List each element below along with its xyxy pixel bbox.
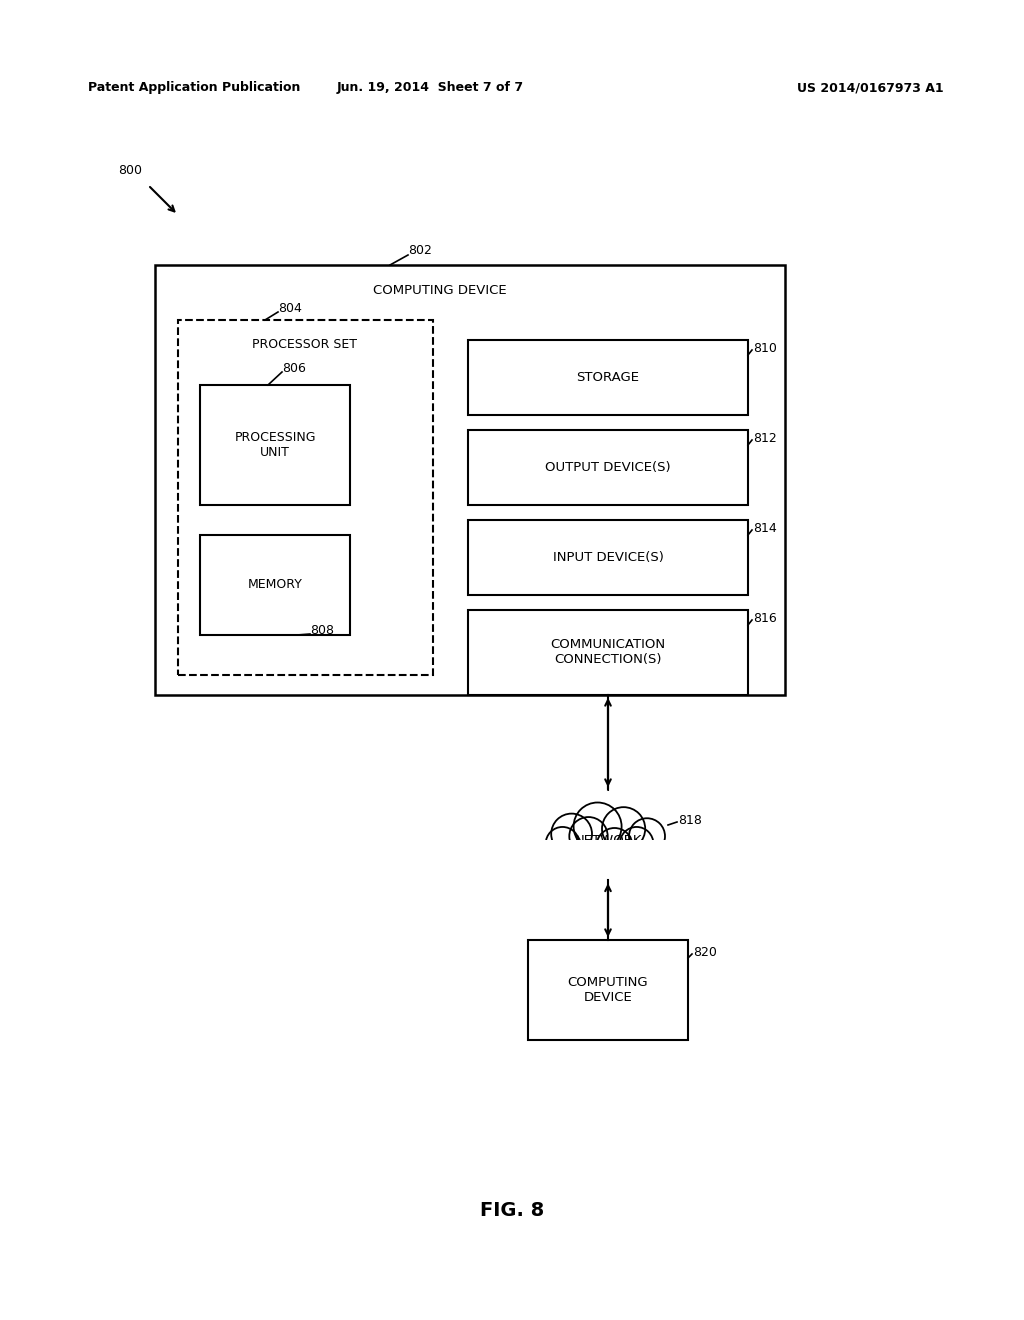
Circle shape (620, 826, 653, 861)
Circle shape (551, 813, 592, 854)
FancyBboxPatch shape (200, 535, 350, 635)
Circle shape (604, 803, 656, 854)
Circle shape (569, 817, 607, 855)
Circle shape (584, 826, 632, 874)
Text: COMPUTING
DEVICE: COMPUTING DEVICE (567, 975, 648, 1005)
Text: STORAGE: STORAGE (577, 371, 640, 384)
FancyBboxPatch shape (468, 610, 748, 696)
Text: MEMORY: MEMORY (248, 578, 302, 591)
Bar (543, 840, 673, 878)
Text: FIG. 8: FIG. 8 (480, 1200, 544, 1220)
Text: 800: 800 (118, 164, 142, 177)
Text: Patent Application Publication: Patent Application Publication (88, 82, 300, 95)
Text: PROCESSOR SET: PROCESSOR SET (253, 338, 357, 351)
FancyBboxPatch shape (178, 319, 433, 675)
Circle shape (597, 828, 633, 865)
Text: 812: 812 (753, 432, 777, 445)
FancyBboxPatch shape (468, 430, 748, 506)
Circle shape (538, 825, 578, 865)
Text: 808: 808 (310, 623, 334, 636)
Text: 810: 810 (753, 342, 777, 355)
Text: PROCESSING
UNIT: PROCESSING UNIT (234, 432, 315, 459)
Text: US 2014/0167973 A1: US 2014/0167973 A1 (797, 82, 943, 95)
Circle shape (573, 803, 622, 850)
FancyBboxPatch shape (528, 940, 688, 1040)
Text: OUTPUT DEVICE(S): OUTPUT DEVICE(S) (545, 461, 671, 474)
FancyBboxPatch shape (155, 265, 785, 696)
Text: COMPUTING DEVICE: COMPUTING DEVICE (373, 284, 507, 297)
Text: 816: 816 (753, 611, 777, 624)
FancyBboxPatch shape (468, 341, 748, 414)
Circle shape (602, 807, 645, 850)
Text: 820: 820 (693, 945, 717, 958)
Text: 814: 814 (753, 521, 777, 535)
Circle shape (629, 818, 665, 854)
Text: COMMUNICATION
CONNECTION(S): COMMUNICATION CONNECTION(S) (551, 639, 666, 667)
FancyBboxPatch shape (468, 520, 748, 595)
Text: 802: 802 (408, 243, 432, 256)
Text: 804: 804 (278, 301, 302, 314)
Circle shape (546, 826, 580, 861)
Circle shape (566, 789, 630, 854)
Text: 818: 818 (678, 813, 701, 826)
FancyBboxPatch shape (200, 385, 350, 506)
Text: 806: 806 (282, 362, 306, 375)
Circle shape (630, 818, 670, 858)
Circle shape (601, 826, 645, 870)
Text: Jun. 19, 2014  Sheet 7 of 7: Jun. 19, 2014 Sheet 7 of 7 (337, 82, 523, 95)
Text: INPUT DEVICE(S): INPUT DEVICE(S) (553, 550, 664, 564)
Text: NETWORK: NETWORK (574, 833, 642, 846)
Circle shape (542, 804, 598, 861)
